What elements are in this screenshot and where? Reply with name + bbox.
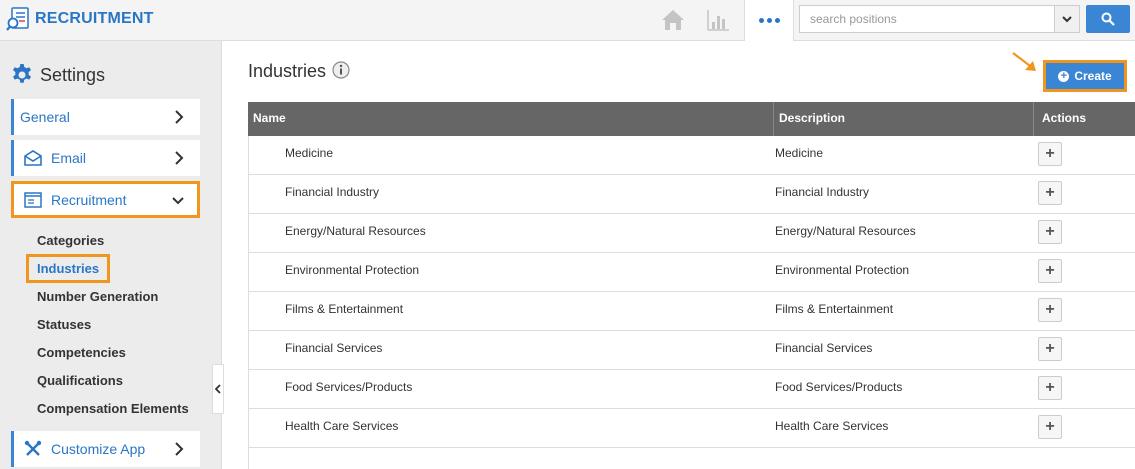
create-button-label: Create: [1074, 69, 1112, 83]
table-row[interactable]: Food Services/Products Food Services/Pro…: [249, 370, 1135, 409]
industry-name[interactable]: Films & Entertainment: [285, 302, 404, 316]
top-bar: RECRUITMENT: [0, 0, 1135, 41]
table-row[interactable]: Financial Services Financial Services +: [249, 331, 1135, 370]
column-header-description[interactable]: Description: [779, 111, 846, 125]
chevron-left-icon: [215, 384, 221, 394]
table-row[interactable]: Health Care Services Health Care Service…: [249, 409, 1135, 448]
column-header-name[interactable]: Name: [253, 111, 286, 125]
industry-description: Energy/Natural Resources: [775, 224, 916, 238]
chevron-right-icon: [175, 442, 184, 456]
settings-title: Settings: [40, 64, 106, 85]
industry-name[interactable]: Environmental Protection: [285, 263, 420, 277]
column-divider: [1033, 102, 1034, 136]
submenu-item-industries[interactable]: Industries: [37, 261, 100, 276]
row-action-add-button[interactable]: +: [1038, 142, 1062, 166]
arrow-pointer-icon: [1012, 52, 1036, 71]
row-action-add-button[interactable]: +: [1038, 298, 1062, 322]
sidebar-item-customize-app[interactable]: Customize App: [11, 431, 200, 467]
brand[interactable]: RECRUITMENT: [6, 6, 154, 32]
industry-name[interactable]: Financial Industry: [285, 185, 380, 199]
submenu-item-number-generation[interactable]: Number Generation: [37, 289, 159, 304]
submenu-item-qualifications[interactable]: Qualifications: [37, 373, 123, 388]
submenu-item-competencies[interactable]: Competencies: [37, 345, 126, 360]
search-button[interactable]: [1086, 5, 1130, 33]
industry-name[interactable]: Food Services/Products: [285, 380, 413, 394]
gear-icon: [13, 64, 32, 83]
chevron-down-icon: [172, 197, 184, 205]
submenu-item-categories[interactable]: Categories: [37, 233, 105, 248]
search-input[interactable]: [799, 5, 1055, 33]
submenu-item-statuses[interactable]: Statuses: [37, 317, 92, 332]
search-icon: [1101, 12, 1115, 26]
table-row[interactable]: Financial Industry Financial Industry +: [249, 175, 1135, 214]
dot: [774, 18, 780, 23]
table-header: Name Description Actions: [248, 102, 1135, 136]
tools-icon: [24, 440, 42, 456]
sidebar-item-email[interactable]: Email: [11, 140, 200, 176]
row-action-add-button[interactable]: +: [1038, 415, 1062, 439]
dot: [758, 18, 764, 23]
home-icon[interactable]: [660, 7, 686, 33]
submenu-item-compensation-elements[interactable]: Compensation Elements: [37, 401, 189, 416]
row-action-add-button[interactable]: +: [1038, 376, 1062, 400]
industry-name[interactable]: Financial Services: [285, 341, 383, 355]
industry-name[interactable]: Medicine: [285, 146, 334, 160]
industry-description: Films & Entertainment: [775, 302, 894, 316]
column-header-actions: Actions: [1042, 111, 1087, 125]
info-icon[interactable]: [332, 61, 350, 79]
row-action-add-button[interactable]: +: [1038, 259, 1062, 283]
industry-description: Food Services/Products: [775, 380, 903, 394]
industry-name[interactable]: Energy/Natural Resources: [285, 224, 426, 238]
table-row[interactable]: Environmental Protection Environmental P…: [249, 253, 1135, 292]
industry-description: Health Care Services: [775, 419, 889, 433]
industry-description: Financial Services: [775, 341, 873, 355]
envelope-icon: [24, 150, 42, 166]
sidebar-item-label: Recruitment: [51, 191, 127, 208]
page-title: Industries: [248, 61, 327, 81]
row-action-add-button[interactable]: +: [1038, 181, 1062, 205]
app-title: RECRUITMENT: [35, 10, 154, 27]
table-row-empty: [249, 448, 1135, 469]
column-divider: [773, 102, 774, 136]
settings-heading: Settings: [10, 63, 105, 87]
row-action-add-button[interactable]: +: [1038, 337, 1062, 361]
chevron-right-icon: [175, 110, 184, 124]
row-action-add-button[interactable]: +: [1038, 220, 1062, 244]
sidebar-item-label: Email: [51, 150, 87, 166]
plus-circle-icon: +: [1058, 70, 1070, 82]
recruitment-app-icon: [6, 7, 29, 31]
table-row[interactable]: Energy/Natural Resources Energy/Natural …: [249, 214, 1135, 253]
chevron-down-icon: [1062, 16, 1072, 23]
sidebar-item-general[interactable]: General: [11, 99, 200, 135]
sidebar-item-label: Customize App: [51, 441, 146, 457]
chevron-right-icon: [175, 151, 184, 165]
dot: [766, 18, 772, 23]
table-body: Medicine Medicine + Financial Industry F…: [248, 136, 1135, 469]
search-dropdown-button[interactable]: [1055, 5, 1080, 33]
settings-sidebar: Settings General Email Recruitment Categ…: [0, 41, 222, 469]
recruitment-submenu: Categories Industries Number Generation …: [37, 227, 189, 423]
sidebar-item-recruitment[interactable]: Recruitment: [11, 181, 200, 218]
create-button-highlight: + Create: [1043, 60, 1127, 92]
sidebar-item-label: General: [20, 109, 70, 125]
create-button[interactable]: + Create: [1046, 63, 1124, 89]
industry-description: Medicine: [775, 146, 824, 160]
more-options-button[interactable]: [744, 0, 794, 41]
industry-description: Financial Industry: [775, 185, 870, 199]
table-row[interactable]: Films & Entertainment Films & Entertainm…: [249, 292, 1135, 331]
sidebar-collapse-toggle[interactable]: [212, 364, 224, 414]
active-submenu-highlight: [26, 254, 110, 283]
reports-chart-icon[interactable]: [705, 7, 731, 33]
recruitment-window-icon: [24, 191, 42, 208]
industry-name[interactable]: Health Care Services: [285, 419, 399, 433]
industry-description: Environmental Protection: [775, 263, 910, 277]
industries-table: Name Description Actions Medicine Medici…: [248, 102, 1135, 469]
table-row[interactable]: Medicine Medicine +: [249, 136, 1135, 175]
